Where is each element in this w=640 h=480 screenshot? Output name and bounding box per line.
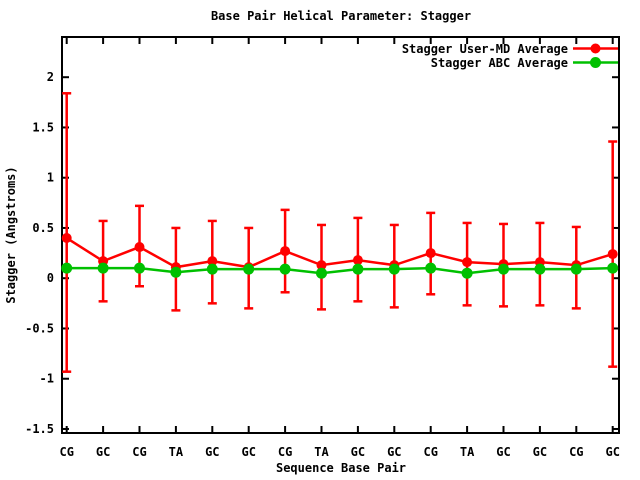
data-point-abc xyxy=(425,262,437,274)
data-point-user-md xyxy=(607,249,618,260)
data-point-user-md xyxy=(134,242,145,253)
x-tick-label: CG xyxy=(132,445,146,459)
x-tick-label: GC xyxy=(96,445,110,459)
x-tick-label: GC xyxy=(205,445,219,459)
x-tick-label: GC xyxy=(351,445,365,459)
data-point-abc xyxy=(279,263,291,275)
data-point-abc xyxy=(134,262,145,274)
y-tick-label: 0 xyxy=(47,271,54,285)
y-tick-label: 2 xyxy=(47,70,54,84)
y-tick-label: -1 xyxy=(40,372,54,386)
data-point-abc xyxy=(388,263,400,275)
data-point-abc xyxy=(570,263,582,275)
data-point-abc xyxy=(461,267,473,279)
data-point-abc xyxy=(61,262,73,274)
x-tick-label: TA xyxy=(169,445,184,459)
data-point-abc xyxy=(97,262,109,274)
data-point-user-md xyxy=(61,233,72,244)
plot-area: 2 1.5 1 0.5 0 -0.5 -1 -1.5 CG GC CG TA GC GC CG TA GC GC C… xyxy=(25,36,620,459)
y-tick-label: -1.5 xyxy=(25,422,54,436)
series-line-user-md xyxy=(66,236,614,269)
data-point-abc xyxy=(607,262,619,274)
data-point-abc xyxy=(498,263,509,275)
x-tick-label: GC xyxy=(605,445,619,459)
x-tick-label: TA xyxy=(314,445,329,459)
data-point-user-md xyxy=(425,248,436,259)
x-tick-label: GC xyxy=(241,445,255,459)
series-line-abc xyxy=(66,266,613,275)
legend-marker-abc xyxy=(590,57,601,68)
x-axis-label: Sequence Base Pair xyxy=(276,461,406,475)
x-tick-label: CG xyxy=(423,445,437,459)
y-tick-label: 0.5 xyxy=(32,221,54,235)
x-tick-label: GC xyxy=(496,445,510,459)
x-tick-label: CG xyxy=(59,445,73,459)
data-point-user-md xyxy=(352,255,363,266)
legend-label-user-md: Stagger User-MD Average xyxy=(402,42,568,56)
y-axis-label: Stagger (Angstroms) xyxy=(4,166,18,303)
x-tick-label: GC xyxy=(533,445,547,459)
x-tick-label: GC xyxy=(387,445,401,459)
data-point-user-md xyxy=(462,257,473,268)
x-tick-label: CG xyxy=(278,445,292,459)
x-tick-label: CG xyxy=(569,445,583,459)
legend-label-abc: Stagger ABC Average xyxy=(431,56,568,70)
legend-marker-user-md xyxy=(590,43,601,54)
data-point-user-md xyxy=(316,260,327,271)
y-tick-label: -0.5 xyxy=(25,321,54,335)
y-tick-label: 1 xyxy=(47,171,54,185)
chart-title: Base Pair Helical Parameter: Stagger xyxy=(211,9,471,23)
legend: Stagger User-MD Average Stagger ABC Aver… xyxy=(402,42,618,70)
data-point-user-md xyxy=(207,256,218,267)
data-point-abc xyxy=(243,263,255,275)
data-point-abc xyxy=(206,263,218,275)
data-point-user-md xyxy=(280,246,291,257)
data-point-abc xyxy=(534,263,546,275)
plot-border xyxy=(61,36,620,434)
data-point-abc xyxy=(352,263,364,275)
data-point-abc xyxy=(170,266,182,278)
data-point-abc xyxy=(316,267,327,279)
x-tick-label: TA xyxy=(460,445,475,459)
y-tick-label: 1.5 xyxy=(32,120,54,134)
